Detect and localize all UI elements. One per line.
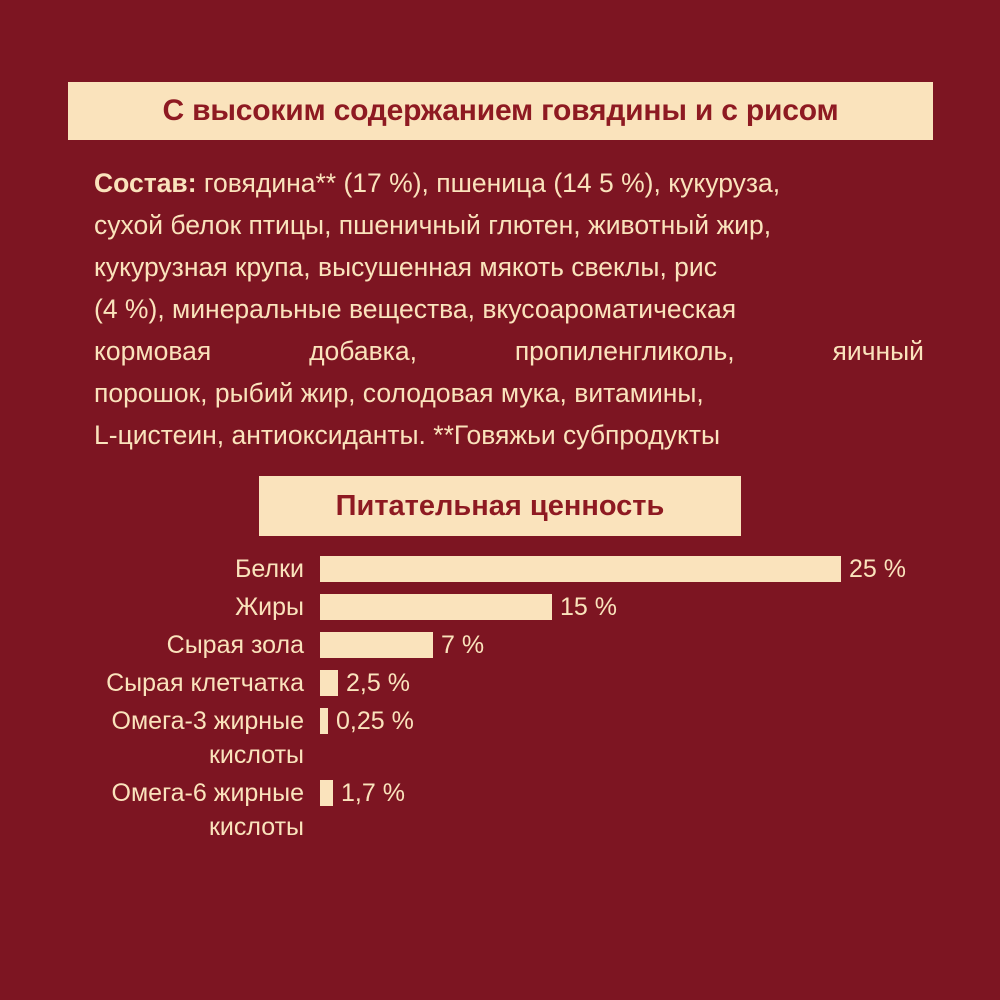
chart-row-bar-area: 15 % <box>320 590 1000 624</box>
chart-row-label: Омега-6 жирные кислоты <box>111 779 304 841</box>
nutrition-banner: Питательная ценность <box>259 476 741 536</box>
chart-bar-value: 2,5 % <box>346 668 410 697</box>
chart-row: Сырая клетчатка 2,5 % <box>0 666 1000 700</box>
ingredients-line-4: (4 %), минеральные вещества, вкусоаромат… <box>94 294 737 324</box>
ingredients-line-5-word-4: яичный <box>832 336 924 366</box>
nutrition-banner-text: Питательная ценность <box>335 489 665 522</box>
chart-row-label: Сырая клетчатка <box>106 669 304 697</box>
ingredients-line-6: порошок, рыбий жир, солодовая мука, вита… <box>94 378 704 408</box>
chart-row: Белки 25 % <box>0 552 1000 586</box>
ingredients-line-7: L-цистеин, антиоксиданты. **Говяжьи субп… <box>94 420 721 450</box>
ingredients-line-1: Состав: говядина** (17 %), пшеница (14 5… <box>94 162 924 204</box>
ingredients-line-1-rest: говядина** (17 %), пшеница (14 5 %), кук… <box>196 168 781 198</box>
ingredients-line-2: сухой белок птицы, пшеничный глютен, жив… <box>94 210 772 240</box>
ingredients-line-5-word-3: пропиленгликоль, <box>514 336 735 366</box>
chart-bar-value: 7 % <box>441 630 485 659</box>
chart-row-label: Омега-3 жирные кислоты <box>111 707 304 769</box>
ingredients-lead-label: Состав: <box>94 168 197 198</box>
ingredients-line-5: кормовая добавка, пропиленгликоль, яичны… <box>94 330 924 372</box>
ingredients-line-5-word-2: добавка, <box>309 336 417 366</box>
ingredients-line-5-word-1: кормовая <box>94 336 212 366</box>
chart-row: Омега-3 жирные кислоты 0,25 % <box>0 704 1000 772</box>
chart-row: Сырая зола 7 % <box>0 628 1000 662</box>
chart-bar-value: 1,7 % <box>341 778 405 807</box>
chart-bar-value: 15 % <box>560 592 617 621</box>
chart-row-label: Жиры <box>235 593 304 621</box>
chart-row-label: Сырая зола <box>166 631 304 659</box>
chart-row-bar-area: 1,7 % <box>320 776 1000 810</box>
chart-bar <box>320 708 328 734</box>
chart-row: Жиры 15 % <box>0 590 1000 624</box>
chart-row-label: Белки <box>235 555 304 583</box>
chart-bar <box>320 556 841 582</box>
ingredients-line-3: кукурузная крупа, высушенная мякоть свек… <box>94 252 717 282</box>
chart-row-bar-area: 2,5 % <box>320 666 1000 700</box>
chart-row-bar-area: 25 % <box>320 552 1000 586</box>
title-banner-text: С высоким содержанием говядины и с рисом <box>162 94 839 127</box>
title-banner: С высоким содержанием говядины и с рисом <box>68 82 933 140</box>
chart-bar-value: 0,25 % <box>336 706 414 735</box>
chart-row-bar-area: 0,25 % <box>320 704 1000 738</box>
chart-bar <box>320 670 338 696</box>
chart-bar-value: 25 % <box>849 554 906 583</box>
chart-row: Омега-6 жирные кислоты 1,7 % <box>0 776 1000 844</box>
chart-bar <box>320 594 552 620</box>
nutrition-bar-chart: Белки 25 % Жиры 15 % Сырая зола 7 % Сырая клет… <box>0 552 1000 848</box>
ingredients-paragraph: Состав: говядина** (17 %), пшеница (14 5… <box>94 162 924 456</box>
chart-bar <box>320 632 433 658</box>
chart-bar <box>320 780 333 806</box>
chart-row-bar-area: 7 % <box>320 628 1000 662</box>
